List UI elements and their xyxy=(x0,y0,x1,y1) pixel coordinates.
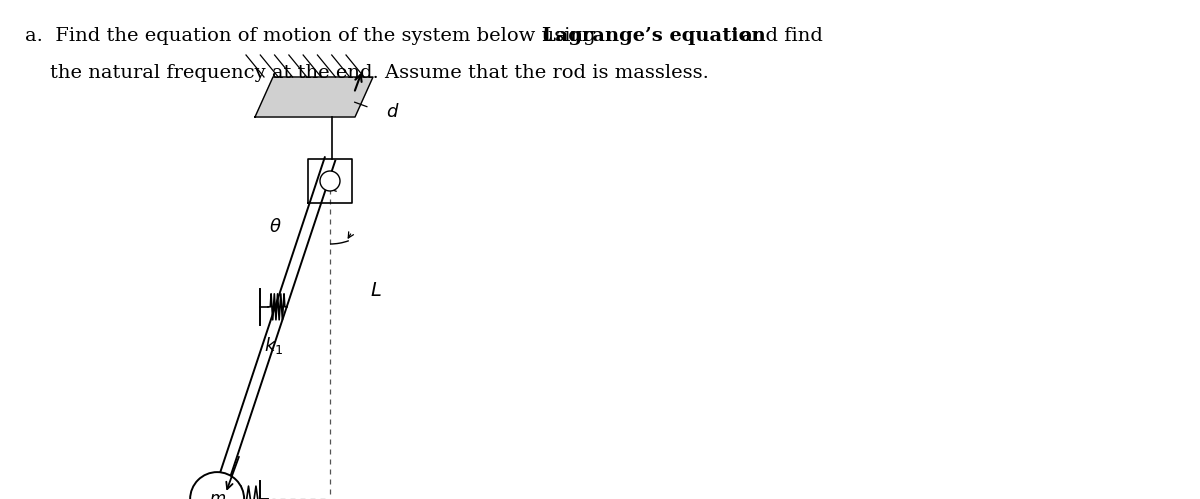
Circle shape xyxy=(320,171,340,191)
Circle shape xyxy=(190,472,244,499)
Text: $d$: $d$ xyxy=(385,103,400,121)
Text: $k_1$: $k_1$ xyxy=(264,335,283,356)
Text: the natural frequency at the end. Assume that the rod is massless.: the natural frequency at the end. Assume… xyxy=(25,64,709,82)
Text: $\theta$: $\theta$ xyxy=(269,218,281,236)
Text: Lagrange’s equation: Lagrange’s equation xyxy=(542,27,766,45)
Polygon shape xyxy=(254,77,373,117)
Text: $L$: $L$ xyxy=(370,282,382,300)
Text: and find: and find xyxy=(734,27,823,45)
Text: $m$: $m$ xyxy=(209,491,226,499)
Text: a.  Find the equation of motion of the system below using: a. Find the equation of motion of the sy… xyxy=(25,27,602,45)
